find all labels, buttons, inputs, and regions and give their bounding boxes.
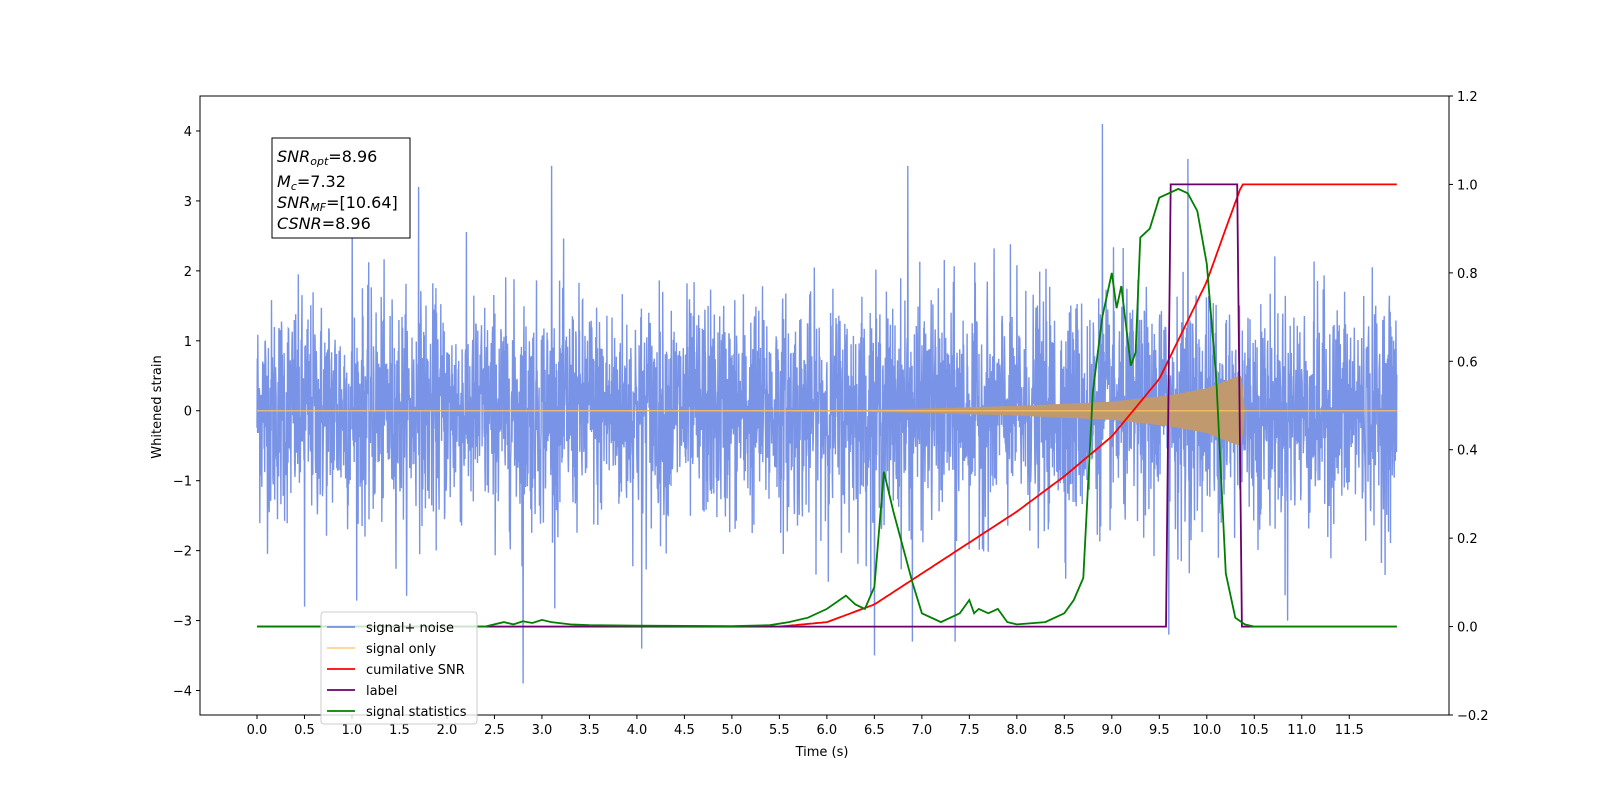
x-tick-label: 6.5 xyxy=(864,723,885,738)
annot-csnr-value: =8.96 xyxy=(322,214,371,233)
x-tick-label: 4.5 xyxy=(674,723,695,738)
x-tick-label: 10.0 xyxy=(1192,723,1221,738)
legend-entry: cumilative SNR xyxy=(366,663,465,678)
x-tick-label: 8.0 xyxy=(1006,723,1027,738)
legend-entry: signal+ noise xyxy=(366,621,454,636)
legend-entry: label xyxy=(366,684,397,699)
x-tick-label: 3.0 xyxy=(532,723,553,738)
y2-tick-label: 0.4 xyxy=(1457,444,1478,459)
y2-tick-label: 0.6 xyxy=(1457,355,1478,370)
y2-tick-label: −0.2 xyxy=(1457,709,1489,724)
y-tick-label: 0 xyxy=(184,405,192,420)
annotation-box: SNRopt=8.96 Mc=7.32 SNRMF=[10.64] CSNR=8… xyxy=(271,137,411,239)
annot-snr-mf-main: SNR xyxy=(277,193,310,212)
x-tick-label: 1.5 xyxy=(389,723,410,738)
annot-mc-sub: c xyxy=(291,180,297,193)
annot-snr-mf-sub: MF xyxy=(310,201,326,214)
x-tick-label: 8.5 xyxy=(1054,723,1075,738)
annot-snr-opt-value: =8.96 xyxy=(328,147,377,166)
y-tick-label: −2 xyxy=(173,545,192,560)
y2-tick-label: 0.0 xyxy=(1457,621,1478,636)
svg-text:CSNR=8.96: CSNR=8.96 xyxy=(277,214,371,233)
legend-entry: signal statistics xyxy=(366,705,467,720)
y2-tick-label: 1.0 xyxy=(1457,178,1478,193)
annot-snr-opt-main: SNR xyxy=(277,147,310,166)
annot-csnr-main: CSNR xyxy=(277,214,322,233)
x-tick-label: 2.5 xyxy=(484,723,505,738)
svg-text:SNRopt=8.96: SNRopt=8.96 xyxy=(277,147,377,168)
svg-text:Mc=7.32: Mc=7.32 xyxy=(277,172,346,193)
y2-tick-label: 0.8 xyxy=(1457,267,1478,282)
x-tick-label: 6.0 xyxy=(817,723,838,738)
y2-tick-label: 0.2 xyxy=(1457,532,1478,547)
x-tick-label: 1.0 xyxy=(342,723,363,738)
y-tick-label: 2 xyxy=(184,265,192,280)
x-tick-label: 7.0 xyxy=(912,723,933,738)
annot-mc-main: M xyxy=(277,172,291,191)
annot-snr-mf-value: =[10.64] xyxy=(326,193,398,212)
x-tick-label: 5.0 xyxy=(722,723,743,738)
y-tick-label: 1 xyxy=(184,335,192,350)
y-tick-label: 4 xyxy=(184,125,192,140)
x-tick-label: 3.5 xyxy=(579,723,600,738)
x-tick-label: 0.5 xyxy=(294,723,315,738)
x-tick-label: 7.5 xyxy=(959,723,980,738)
x-tick-label: 5.5 xyxy=(769,723,790,738)
plot-frame xyxy=(199,95,1450,716)
series-signal-statistics-line xyxy=(257,187,1397,628)
y-tick-label: 3 xyxy=(184,195,192,210)
svg-text:SNRMF=[10.64]: SNRMF=[10.64] xyxy=(277,193,398,214)
annot-mc-value: =7.32 xyxy=(297,172,346,191)
y-tick-label: −1 xyxy=(173,475,192,490)
y-tick-label: −3 xyxy=(173,615,192,630)
x-tick-label: 4.0 xyxy=(627,723,648,738)
x-axis-label: Time (s) xyxy=(795,745,849,760)
x-tick-label: 10.5 xyxy=(1240,723,1269,738)
y-tick-label: −4 xyxy=(173,685,192,700)
x-tick-label: 11.5 xyxy=(1335,723,1364,738)
x-tick-label: 9.0 xyxy=(1101,723,1122,738)
x-tick-label: 9.5 xyxy=(1149,723,1170,738)
y2-tick-label: 1.2 xyxy=(1457,90,1478,105)
x-tick-label: 11.0 xyxy=(1287,723,1316,738)
legend-entry: signal only xyxy=(366,642,436,657)
legend: signal+ noise signal only cumilative SNR la… xyxy=(320,611,478,725)
x-tick-label: 2.0 xyxy=(437,723,458,738)
y-axis-label: Whitened strain xyxy=(150,355,165,458)
annot-snr-opt-sub: opt xyxy=(310,155,329,168)
x-tick-label: 0.0 xyxy=(247,723,268,738)
